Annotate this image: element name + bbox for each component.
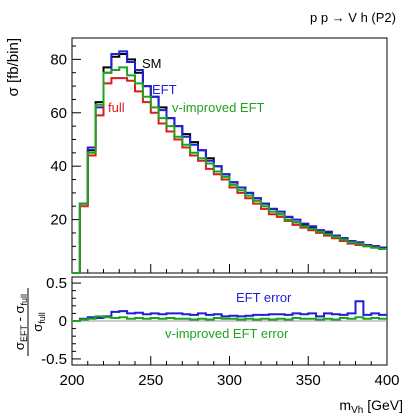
series-line-full bbox=[72, 77, 387, 274]
main-y-tick-label: 40 bbox=[50, 158, 67, 175]
x-axis-label: mVh [GeV] bbox=[339, 397, 403, 416]
x-tick-label: 250 bbox=[138, 372, 163, 389]
ratio-series-line-v-improved-eft-error bbox=[72, 315, 387, 322]
x-tick-label: 400 bbox=[374, 372, 399, 389]
x-tick-label: 200 bbox=[59, 372, 84, 389]
ratio-label-numerator: σEFT - σfull bbox=[12, 294, 29, 350]
ratio-series-line-eft-error bbox=[72, 300, 387, 322]
annotation-eft: EFT bbox=[152, 82, 177, 97]
main-y-tick-label: 80 bbox=[50, 51, 67, 68]
ratio-y-axis-label: σEFT - σfull σfull bbox=[12, 288, 47, 356]
x-tick-label: 350 bbox=[296, 372, 321, 389]
ratio-y-tick-label: -0.5 bbox=[41, 351, 67, 368]
ratio-label-denominator: σfull bbox=[30, 312, 47, 332]
annotation-sm: SM bbox=[142, 56, 162, 71]
series-line-v-improved-eft bbox=[72, 66, 387, 274]
annotation-v-improved-eft: v-improved EFT bbox=[172, 100, 265, 115]
main-y-axis-label: σ [fb/bin] bbox=[5, 38, 22, 96]
main-y-tick-label: 60 bbox=[50, 105, 67, 122]
ratio-y-tick-label: 0.5 bbox=[46, 275, 67, 292]
annotation-full: full bbox=[108, 100, 125, 115]
main-y-tick-label: 20 bbox=[50, 212, 67, 229]
annotation-eft-error: EFT error bbox=[236, 290, 292, 305]
ratio-plot-panel: 0.5 0 -0.5 200 250 300 350 400 EFT error v-impr… bbox=[12, 275, 403, 416]
x-tick-label: 300 bbox=[217, 372, 242, 389]
main-plot-panel: 20 40 60 80 σ [fb/bin] SM EFT full v-improv… bbox=[5, 37, 388, 274]
ratio-y-tick-label: 0 bbox=[59, 313, 67, 330]
annotation-v-improved-eft-error: v-improved EFT error bbox=[165, 326, 289, 341]
chart-title: p p → V h (P2) bbox=[310, 10, 396, 25]
